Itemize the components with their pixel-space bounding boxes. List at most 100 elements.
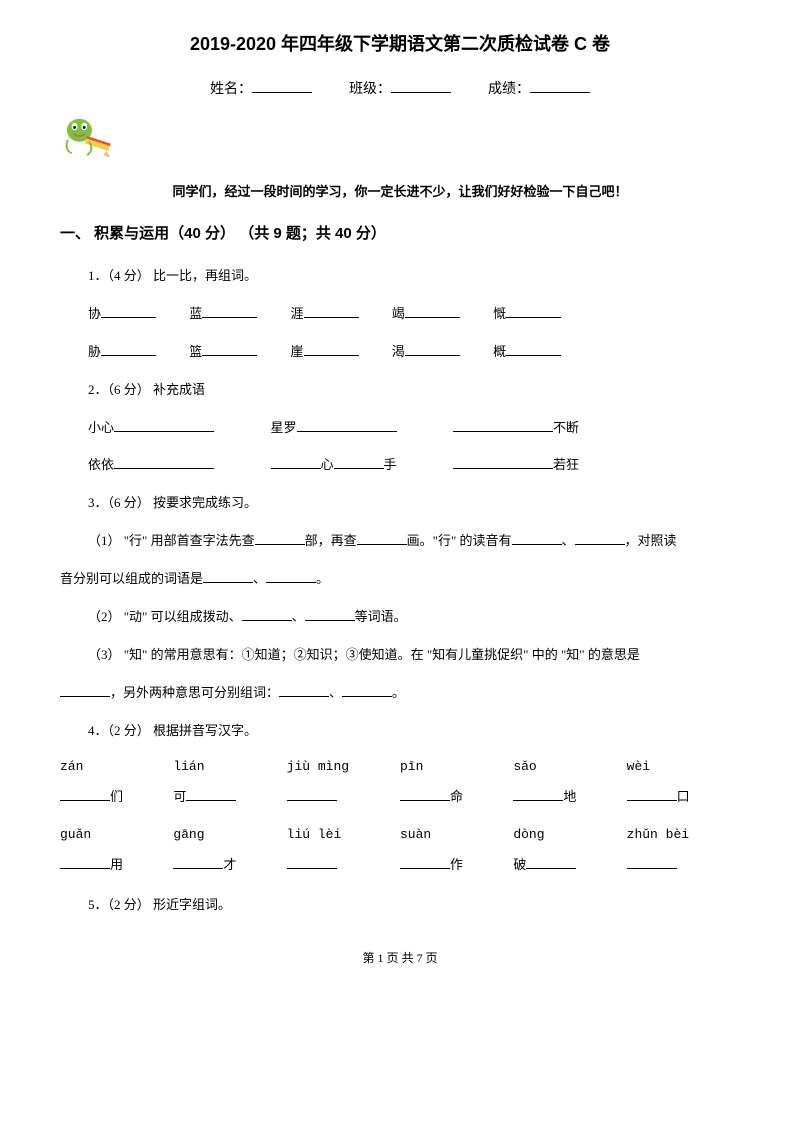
blank[interactable] [186,786,236,801]
blank[interactable] [405,341,460,356]
blank[interactable] [400,786,450,801]
q5-prompt: 5．（2 分） 形近字组词。 [60,890,740,920]
pinyin: sǎo [513,754,626,780]
blank[interactable] [400,854,450,869]
blank[interactable] [60,854,110,869]
blank[interactable] [114,454,164,469]
student-info-line: 姓名： 班级： 成绩： [60,78,740,98]
q3-1-c: 画。"行" 的读音有 [407,533,512,548]
pinyin: liú lèi [287,822,400,848]
q1-r1-a: 协 [88,306,101,321]
suf: 命 [450,789,463,804]
q1-r1-d: 竭 [392,306,405,321]
q4-pinyin-row1: zán lián jiù mìng pīn sǎo wèi [60,754,740,780]
name-blank[interactable] [252,78,312,93]
score-blank[interactable] [530,78,590,93]
blank[interactable] [506,341,561,356]
blank[interactable] [304,303,359,318]
blank[interactable] [334,454,384,469]
blank[interactable] [627,854,677,869]
blank[interactable] [503,454,553,469]
blank[interactable] [202,303,257,318]
q3-sub1: （1） "行" 用部首查字法先查部，再查画。"行" 的读音有、，对照读 [60,526,740,556]
q2-r2-c: 手 [384,457,397,472]
class-blank[interactable] [391,78,451,93]
q1-r2-b: 篮 [189,344,202,359]
hanzi-cell: 命 [400,784,513,810]
blank[interactable] [453,417,503,432]
q3-prompt: 3．（6 分） 按要求完成练习。 [60,488,740,518]
blank[interactable] [513,786,563,801]
blank[interactable] [271,454,321,469]
q1-r2-d: 渴 [392,344,405,359]
q3-sub3-cont: ，另外两种意思可分别组词：、。 [60,678,740,708]
encouragement-text: 同学们，经过一段时间的学习，你一定长进不少，让我们好好检验一下自己吧！ [60,181,740,200]
hanzi-cell [287,852,400,878]
exam-page: 2019-2020 年四年级下学期语文第二次质检试卷 C 卷 姓名： 班级： 成… [0,0,800,986]
q1-r1-b: 蓝 [189,306,202,321]
blank[interactable] [173,854,223,869]
blank[interactable] [347,417,397,432]
blank[interactable] [266,568,316,583]
q1-prompt: 1．（4 分） 比一比，再组词。 [60,261,740,291]
blank[interactable] [506,303,561,318]
blank[interactable] [405,303,460,318]
blank[interactable] [202,341,257,356]
q2-r2-d: 若狂 [553,457,579,472]
blank[interactable] [164,454,214,469]
page-footer: 第 1 页 共 7 页 [60,949,740,966]
q2-r1-c: 不断 [553,420,579,435]
blank[interactable] [114,417,164,432]
q3-sub3: （3） "知" 的常用意思有：①知道；②知识；③使知道。在 "知有儿童挑促织" … [60,640,740,670]
blank[interactable] [297,417,347,432]
hanzi-cell: 作 [400,852,513,878]
suf: 作 [450,857,463,872]
q2-row2: 依依 心手 若狂 [60,450,740,480]
q3-3-c: 、 [329,685,342,700]
blank[interactable] [453,454,503,469]
suf: 用 [110,857,123,872]
blank[interactable] [101,303,156,318]
blank[interactable] [242,606,292,621]
score-label: 成绩： [488,82,530,97]
q3-1-a: （1） "行" 用部首查字法先查 [88,533,255,548]
blank[interactable] [279,682,329,697]
blank[interactable] [357,530,407,545]
q1-r2-e: 概 [493,344,506,359]
section-1-heading: 一、 积累与运用（40 分） （共 9 题；共 40 分） [60,222,740,243]
blank[interactable] [287,854,337,869]
blank[interactable] [255,530,305,545]
blank[interactable] [164,417,214,432]
q1-r2-c: 崖 [291,344,304,359]
q3-1-h: 。 [316,571,329,586]
blank[interactable] [60,786,110,801]
name-label: 姓名： [210,82,252,97]
blank[interactable] [305,606,355,621]
blank[interactable] [287,786,337,801]
q4-hanzi-row1: 们 可 命 地 口 [60,784,740,810]
blank[interactable] [304,341,359,356]
blank[interactable] [203,568,253,583]
hanzi-cell: 用 [60,852,173,878]
blank[interactable] [627,786,677,801]
q3-3-b: ，另外两种意思可分别组词： [110,685,279,700]
blank[interactable] [60,682,110,697]
q3-1-d: 、 [562,533,575,548]
blank[interactable] [503,417,553,432]
q2-r1-a: 小心 [88,420,114,435]
q3-sub2: （2） "动" 可以组成拨动、、等词语。 [60,602,740,632]
blank[interactable] [342,682,392,697]
blank[interactable] [526,854,576,869]
q3-sub1-cont: 音分别可以组成的词语是、。 [60,564,740,594]
suf: 地 [563,789,576,804]
blank[interactable] [575,530,625,545]
blank[interactable] [512,530,562,545]
suf: 口 [677,789,690,804]
blank[interactable] [101,341,156,356]
q1-r1-c: 涯 [291,306,304,321]
q3-1-e: ，对照读 [625,533,677,548]
hanzi-cell [627,852,740,878]
hanzi-cell: 可 [173,784,286,810]
q3-2-b: 、 [292,609,305,624]
q1-row1: 协 蓝 涯 竭 慨 [60,299,740,329]
